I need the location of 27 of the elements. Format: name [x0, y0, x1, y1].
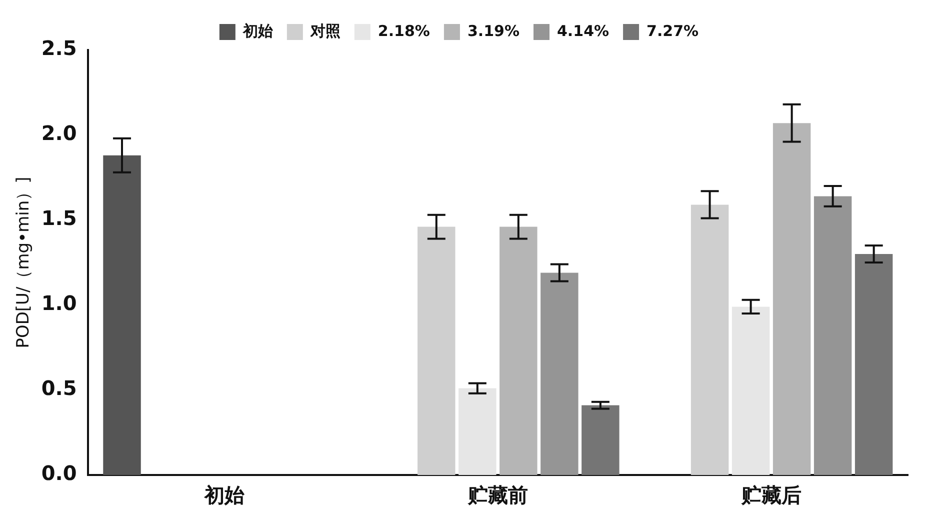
y-tick-label: 1.0 — [41, 291, 77, 316]
legend-label: 4.14% — [557, 22, 610, 40]
bar — [854, 254, 893, 475]
legend-label: 3.19% — [467, 22, 520, 40]
bar — [690, 204, 729, 475]
legend-label: 7.27% — [646, 22, 699, 40]
x-tick-label: 贮藏后 — [740, 483, 802, 508]
x-tick-label: 贮藏前 — [466, 483, 528, 508]
legend-label: 2.18% — [378, 22, 430, 40]
bar — [103, 155, 141, 475]
y-tick-label: 2.5 — [41, 36, 77, 60]
bar — [500, 226, 538, 475]
y-axis-title: POD[U/（mg•min）] — [14, 176, 34, 348]
x-tick-label: 初始 — [204, 483, 246, 508]
bar — [814, 196, 852, 475]
bar — [418, 226, 456, 475]
bar — [540, 272, 578, 475]
bar — [582, 405, 620, 475]
bar — [458, 388, 496, 475]
bar — [772, 123, 811, 475]
bar — [732, 306, 770, 475]
y-tick-label: 0.0 — [41, 461, 77, 486]
legend-label: 初始 — [242, 22, 274, 40]
legend-label: 对照 — [309, 22, 340, 40]
y-tick-label: 1.5 — [41, 206, 77, 230]
y-tick-label: 0.5 — [41, 376, 77, 400]
y-tick-label: 2.0 — [41, 121, 77, 146]
